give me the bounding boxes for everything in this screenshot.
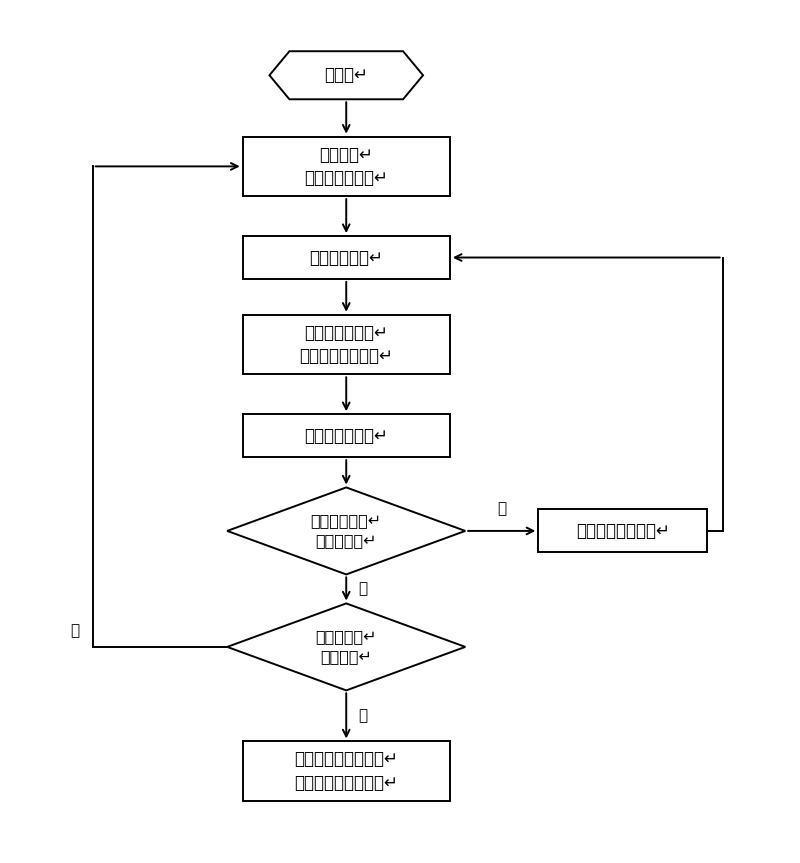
Polygon shape xyxy=(227,603,466,690)
Text: 是: 是 xyxy=(497,501,506,516)
Text: 初始化↵: 初始化↵ xyxy=(324,66,368,85)
Text: 移动体偏转角度计算↵
并向下位机发送命令↵: 移动体偏转角度计算↵ 并向下位机发送命令↵ xyxy=(294,750,398,792)
Text: 否: 否 xyxy=(358,582,367,596)
Polygon shape xyxy=(270,51,423,99)
Text: 预测当前↵
路标的中心位置↵: 预测当前↵ 路标的中心位置↵ xyxy=(304,146,388,187)
Text: 确定搜索区域↵: 确定搜索区域↵ xyxy=(310,249,383,267)
Bar xyxy=(242,136,450,196)
Text: 判断是否需要↵
寻找新路标↵: 判断是否需要↵ 寻找新路标↵ xyxy=(310,513,382,548)
Bar xyxy=(242,414,450,457)
Bar xyxy=(242,236,450,279)
Text: 预测新路标的位置↵: 预测新路标的位置↵ xyxy=(576,522,670,540)
Bar xyxy=(538,509,707,552)
Bar xyxy=(242,315,450,375)
Polygon shape xyxy=(227,488,466,575)
Text: 是: 是 xyxy=(358,709,367,723)
Text: 计算路标的位置↵: 计算路标的位置↵ xyxy=(304,426,388,444)
Text: 对搜索范围内的↵
图像进行前期处理↵: 对搜索范围内的↵ 图像进行前期处理↵ xyxy=(299,324,393,365)
Text: 否: 否 xyxy=(70,623,79,638)
Bar xyxy=(242,741,450,801)
Text: 判断移动体↵
是否偏转↵: 判断移动体↵ 是否偏转↵ xyxy=(315,629,377,665)
